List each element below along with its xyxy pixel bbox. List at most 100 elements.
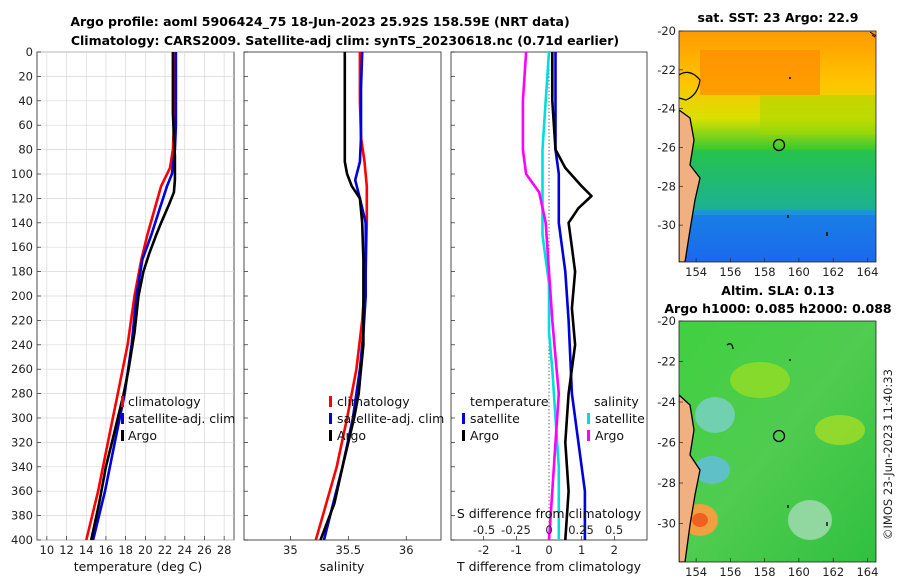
lat-tick-label: -26 [657,436,676,450]
x-tick-label: 22 [158,543,173,557]
sla-anomaly [694,456,730,484]
argo-position-marker [772,429,786,443]
legend-swatch-argo [121,430,124,441]
series-line-argo [89,52,177,541]
lon-tick-label: 164 [856,265,878,279]
green-patch [690,150,876,210]
y-tick-label: 160 [11,240,33,254]
lat-tick-label: -22 [657,63,676,77]
lat-tick-label: -22 [657,355,676,369]
legend-label-climatology: climatology [337,394,410,409]
legend-label-satellite: satellite-adj. clim [337,411,444,426]
lat-tick-label: -20 [657,314,676,328]
lat-tick-label: -24 [657,395,676,409]
sla-map-field [679,321,876,562]
temperature-xlabel: temperature (deg C) [74,559,203,574]
lat-tick-label: -20 [657,24,676,38]
salinity-yticks [244,51,248,541]
difference-legend: temperature satellite Argo salinity sate… [462,394,645,443]
sla-map-frame [678,320,877,563]
lat-tick-label: -28 [657,476,676,490]
mid-patch [760,95,876,135]
lon-tick-label: 164 [856,565,878,579]
y-tick-label: 320 [11,435,33,449]
island-marks [726,343,828,526]
x-tick-label: 20 [138,543,153,557]
sst-map-ticks: 154 156 158 160 162 164 -20 -22 -24 -26 -28 -30 [657,24,878,279]
legend-label-t-satellite: satellite [470,411,520,426]
sst-map-frame [678,30,877,263]
x-tick-label: -2 [478,543,489,557]
figure-title-line1: Argo profile: aoml 5906424_75 18-Jun-202… [70,14,569,30]
y-tick-label: 180 [11,265,33,279]
x-tick-label: 16 [99,543,114,557]
x-tick-label: 2 [611,543,618,557]
y-tick-label: 340 [11,460,33,474]
y-tick-label: 260 [11,362,33,376]
legend-label-t-argo: Argo [470,428,499,443]
x-tick-label: 0 [545,543,552,557]
y-tick-label: 100 [11,167,33,181]
lon-tick-label: 154 [685,565,707,579]
sla-map-title-line1: Altim. SLA: 0.13 [721,283,834,298]
legend-label-argo: Argo [337,428,366,443]
legend-swatch-satellite [329,413,332,424]
series-line-t-argo [550,52,593,541]
y-tick-label: 300 [11,411,33,425]
salinity-panel: 35 35.5 36 salinity climatology satellite-… [243,51,444,574]
y-tick-label: 120 [11,191,33,205]
lat-tick-label: -24 [657,102,676,116]
s-tick-label: -0.25 [501,523,531,537]
x-tick-label: 1 [578,543,585,557]
series-line-satellite-adj-clim [91,52,178,541]
island-marks [869,31,876,38]
y-tick-label: 40 [18,94,33,108]
sla-anomaly [815,415,865,445]
y-tick-label: 20 [18,69,33,83]
legend-swatch-satellite [121,413,124,424]
legend-label-climatology: climatology [128,394,201,409]
y-tick-label: 0 [26,45,33,59]
y-tick-label: 280 [11,387,33,401]
cool-patch [690,215,875,262]
salinity-lines [314,51,369,541]
s-tick-label: 0.5 [605,523,623,537]
warm-patch [700,50,820,95]
series-line-argo [319,52,365,541]
s-tick-label: 0 [545,523,552,537]
temperature-xticks: 10 12 14 16 18 20 22 24 26 28 [40,536,232,557]
sst-map: sat. SST: 23 Argo: 22.9 [657,10,878,279]
y-tick-label: 140 [11,216,33,230]
legend-label-s-satellite: satellite [595,411,645,426]
sla-anomaly [730,362,790,398]
legend-swatch-climatology [329,396,332,407]
sla-anomaly [692,513,708,527]
x-tick-label: 14 [79,543,94,557]
x-tick-label: 35 [283,543,298,557]
lon-tick-label: 160 [788,265,810,279]
y-tick-label: 80 [18,143,33,157]
lon-tick-label: 158 [754,265,776,279]
sla-map-ticks: 154 156 158 160 162 164 -20 -22 -24 -26 -28 -30 [657,314,878,579]
lon-tick-label: 160 [788,565,810,579]
lon-tick-label: 156 [719,565,741,579]
lat-tick-label: -26 [657,140,676,154]
figure-title-line2: Climatology: CARS2009. Satellite-adj cli… [71,33,619,49]
s-tick-label: -0.5 [473,523,495,537]
lat-tick-label: -30 [657,517,676,531]
difference-yticks [451,51,455,541]
legend-label-argo: Argo [128,428,157,443]
y-tick-label: 220 [11,313,33,327]
x-tick-label: 28 [217,543,232,557]
island-marks [787,77,828,236]
lon-tick-label: 158 [754,565,776,579]
x-tick-label: -1 [511,543,522,557]
y-tick-label: 200 [11,289,33,303]
temperature-legend: climatology satellite-adj. clim Argo [121,394,235,443]
difference-lines [521,51,593,541]
x-tick-label: 35.5 [335,543,361,557]
legend-swatch-argo [329,430,332,441]
x-tick-label: 36 [399,543,414,557]
salinity-legend: climatology satellite-adj. clim Argo [329,394,444,443]
